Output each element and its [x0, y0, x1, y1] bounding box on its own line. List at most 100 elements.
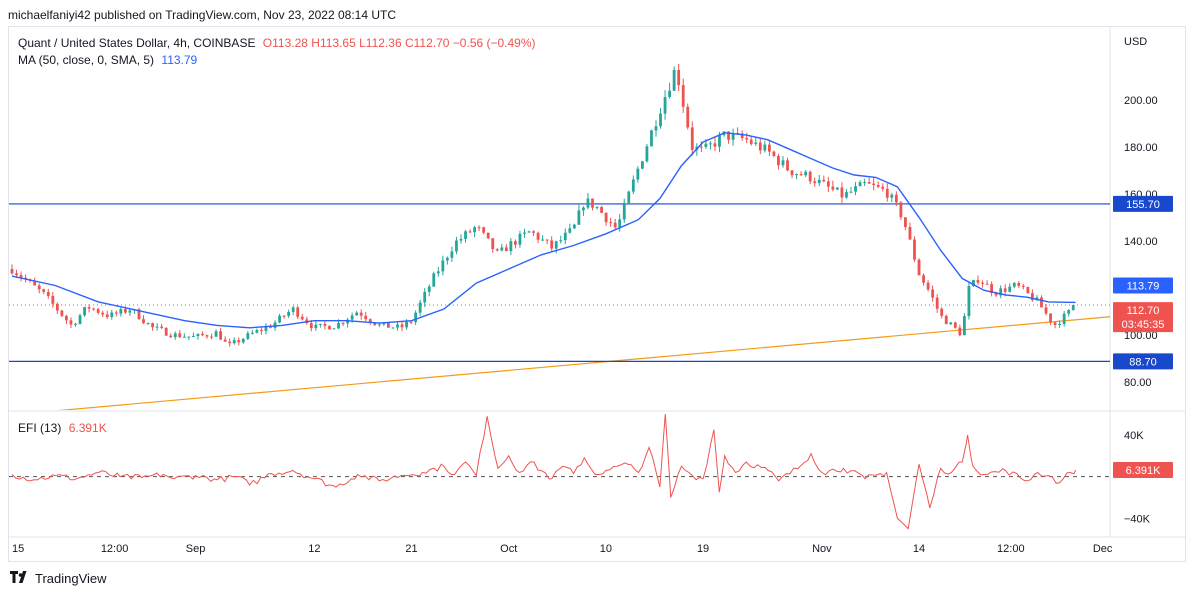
- candle-body: [727, 131, 730, 140]
- candle-body: [981, 282, 984, 284]
- candle-body: [582, 207, 585, 211]
- candle-body: [418, 302, 422, 313]
- candle-body: [967, 286, 971, 317]
- time-tick-label: 12:00: [997, 543, 1025, 555]
- ma-line: [11, 131, 1076, 329]
- time-tick-label: 14: [913, 543, 925, 555]
- candle-body: [341, 322, 345, 324]
- candle-body: [663, 97, 667, 114]
- candle-body: [640, 161, 644, 169]
- candle-body: [405, 321, 408, 328]
- price-pane: [9, 63, 1110, 410]
- candle-body: [609, 222, 613, 224]
- candle-body: [913, 239, 916, 260]
- candle-body: [731, 133, 735, 140]
- candle-body: [178, 333, 182, 338]
- candle-body: [346, 319, 350, 324]
- candle-body: [114, 312, 118, 314]
- candle-body: [758, 142, 762, 151]
- candle-body: [890, 194, 894, 198]
- ohlc-low: L112.36: [359, 36, 402, 50]
- candle-body: [328, 325, 331, 330]
- chart-frame: [8, 26, 1186, 562]
- candle-body: [500, 247, 504, 251]
- candle-body: [681, 85, 685, 107]
- candle-body: [527, 231, 531, 233]
- candle-body: [840, 187, 844, 198]
- ohlc-open: O113.28: [262, 36, 308, 50]
- candle-body: [1058, 323, 1062, 325]
- candle-body: [228, 341, 232, 344]
- candle-body: [1049, 313, 1052, 323]
- candle-body: [414, 312, 418, 323]
- candle-body: [155, 326, 159, 328]
- candle-body: [523, 232, 526, 234]
- candle-body: [377, 324, 381, 326]
- time-tick-label: Oct: [500, 543, 517, 555]
- candle-body: [468, 231, 472, 233]
- candle-body: [1026, 286, 1030, 294]
- candle-body: [591, 198, 594, 208]
- candle-body: [990, 284, 994, 293]
- candle-body: [835, 187, 839, 190]
- candle-body: [192, 336, 195, 338]
- candle-body: [105, 314, 109, 318]
- candle-body: [119, 308, 123, 314]
- candle-body: [450, 251, 454, 258]
- candle-body: [273, 322, 277, 328]
- ohlc-high: H113.65: [311, 36, 356, 50]
- candle-body: [332, 328, 336, 330]
- candle-body: [863, 182, 867, 184]
- candle-body: [214, 331, 218, 337]
- candle-body: [845, 192, 848, 198]
- candle-body: [464, 231, 467, 239]
- candle-body: [513, 241, 517, 245]
- candle-body: [554, 241, 558, 249]
- candle-body: [19, 275, 23, 278]
- candle-body: [219, 331, 223, 340]
- axes: USD80.00100.00140.00160.00180.00200.0015…: [12, 36, 1173, 555]
- candle-body: [604, 212, 608, 223]
- tradingview-logo-icon: [10, 571, 30, 586]
- candle-body: [613, 222, 617, 228]
- candle-body: [160, 326, 164, 328]
- footer[interactable]: TradingView: [10, 571, 107, 586]
- ma-price-label-text: 113.79: [1127, 280, 1160, 292]
- ma-value: 113.79: [161, 53, 198, 67]
- candle-body: [359, 312, 363, 316]
- candle-body: [645, 146, 649, 162]
- candle-body: [677, 69, 681, 86]
- price-legend: Quant / United States Dollar, 4h, COINBA…: [18, 36, 536, 50]
- symbol-label: Quant / United States Dollar, 4h, COINBA…: [18, 36, 256, 50]
- candle-body: [400, 324, 404, 328]
- candle-body: [396, 324, 399, 328]
- candle-body: [169, 335, 173, 338]
- candle-body: [314, 324, 318, 329]
- candle-body: [563, 232, 567, 241]
- candle-body: [1008, 286, 1012, 292]
- candle-body: [246, 333, 250, 339]
- candle-body: [713, 143, 717, 147]
- candle-body: [867, 182, 871, 184]
- candle-body: [876, 184, 880, 187]
- candle-body: [595, 207, 599, 209]
- candle-body: [804, 171, 808, 176]
- candle-body: [795, 174, 798, 176]
- candle-body: [182, 336, 186, 338]
- candle-body: [885, 188, 889, 198]
- candle-body: [709, 143, 712, 145]
- time-tick-label: 10: [600, 543, 612, 555]
- candle-body: [46, 291, 50, 296]
- candle-body: [241, 338, 245, 343]
- candle-body: [441, 260, 445, 272]
- time-tick-label: 12:00: [101, 543, 129, 555]
- candle-body: [187, 336, 191, 338]
- candle-body: [296, 307, 300, 317]
- candle-body: [831, 186, 835, 190]
- candle-body: [196, 333, 200, 337]
- candle-body: [436, 271, 440, 274]
- candle-body: [545, 239, 549, 241]
- footer-brand: TradingView: [35, 571, 107, 586]
- time-tick-label: Nov: [812, 543, 832, 555]
